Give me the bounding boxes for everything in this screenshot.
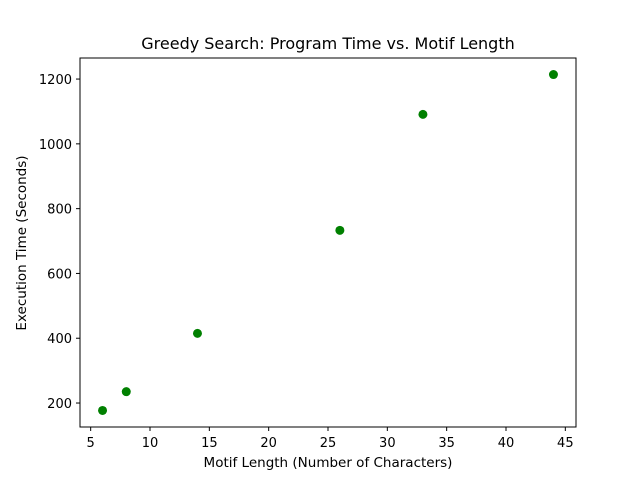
y-axis-title: Execution Time (Seconds)	[14, 155, 30, 330]
y-tick-label: 200	[47, 397, 72, 412]
data-point	[548, 70, 558, 80]
data-point	[98, 405, 108, 415]
y-tick-label: 1000	[39, 138, 72, 153]
data-point	[335, 225, 345, 235]
chart-title: Greedy Search: Program Time vs. Motif Le…	[141, 34, 515, 53]
y-tick-label: 1200	[39, 73, 72, 88]
x-tick-label: 40	[498, 436, 515, 451]
data-point	[121, 387, 131, 397]
plot-area: 5 10 15 20 25 30 35 40 45 200 400 600 800 1000 1200	[39, 57, 577, 451]
x-tick-label: 35	[438, 436, 455, 451]
y-tick-label: 800	[47, 203, 72, 218]
x-tick-label: 45	[557, 436, 574, 451]
x-axis-title: Motif Length (Number of Characters)	[204, 455, 453, 471]
x-tick-label: 30	[379, 436, 396, 451]
y-tick-label: 400	[47, 332, 72, 347]
data-point	[192, 328, 202, 338]
x-tick-label: 10	[142, 436, 159, 451]
data-point	[418, 109, 428, 119]
x-tick-label: 25	[320, 436, 337, 451]
plot-frame	[79, 57, 577, 428]
x-tick-label: 5	[87, 436, 95, 451]
y-tick-label: 600	[47, 267, 72, 282]
x-tick-label: 20	[260, 436, 277, 451]
x-tick-label: 15	[201, 436, 218, 451]
